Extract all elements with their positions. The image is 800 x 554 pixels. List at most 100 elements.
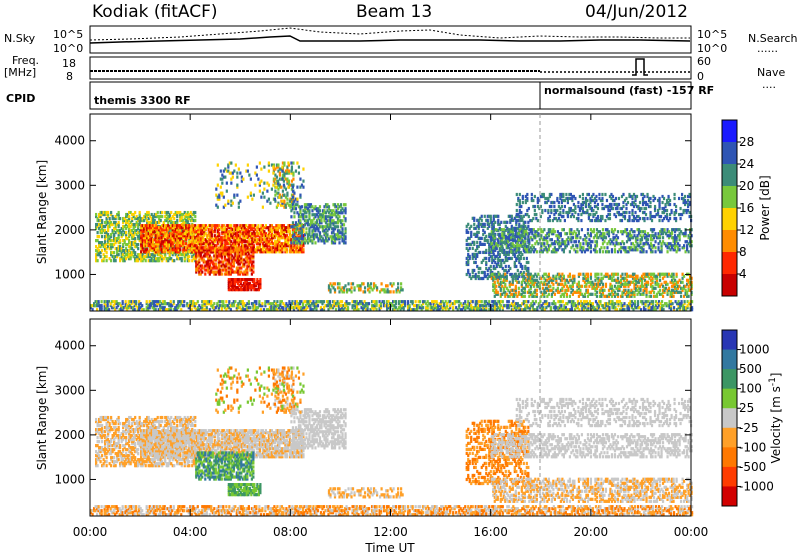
power-cell-3166 (192, 300, 195, 304)
power-cell-2462 (250, 284, 253, 288)
power-cell-749 (179, 210, 182, 215)
power-cell-1865 (276, 238, 280, 242)
power-cell-3247 (238, 306, 241, 310)
power-cell-652 (168, 218, 171, 223)
power-cell-2046 (302, 230, 305, 234)
power-cell-4630 (519, 264, 522, 269)
power-cell-2077 (199, 268, 202, 272)
power-cell-3049 (129, 300, 132, 304)
power-cell-693 (174, 241, 177, 245)
power-cell-4762 (510, 242, 513, 246)
power-cell-3158 (189, 302, 192, 306)
power-cell-3679 (464, 308, 467, 312)
power-cell-2917 (336, 221, 340, 225)
power-cell-1816 (269, 224, 272, 228)
power-cell-961 (149, 244, 152, 248)
power-cell-1441 (218, 238, 221, 242)
power-cell-3028 (120, 308, 123, 312)
power-cell-2811 (321, 211, 325, 215)
power-cell-1354 (204, 228, 207, 232)
power-cell-4923 (556, 230, 559, 234)
power-cell-1022 (156, 228, 159, 232)
power-cell-4010 (636, 306, 640, 310)
power-cell-31 (98, 226, 101, 231)
power-cell-4400 (491, 222, 494, 226)
power-cell-2851 (327, 225, 331, 229)
power-cell-4035 (650, 306, 653, 310)
power-cell-356 (137, 259, 140, 263)
power-cell-2109 (205, 262, 208, 266)
power-cell-4950 (565, 244, 568, 248)
power-cell-4757 (508, 230, 511, 234)
power-cell-2615 (291, 225, 295, 229)
power-cell-2692 (305, 227, 308, 231)
power-cell-2993 (100, 304, 103, 308)
power-cell-4860 (540, 242, 543, 246)
power-cell-1569 (234, 228, 237, 232)
power-cell-1156 (176, 228, 179, 232)
power-cell-4234 (470, 232, 473, 236)
power-cell-3563 (401, 306, 404, 310)
power-cell-3463 (346, 306, 350, 310)
power-cell-2974 (90, 304, 93, 308)
power-cell-1777 (264, 248, 267, 252)
power-cell-1740 (258, 232, 261, 236)
power-cell-71 (102, 210, 105, 215)
power-cell-1984 (293, 228, 296, 232)
power-cell-274 (128, 253, 131, 257)
power-cell-188 (117, 241, 120, 245)
power-cell-4586 (515, 256, 518, 261)
power-cell-2500 (274, 189, 277, 193)
power-cell-4445 (497, 260, 500, 265)
power-cell-3193 (205, 300, 208, 304)
power-cell-3651 (444, 300, 447, 304)
power-cell-3904 (581, 306, 584, 310)
power-cell-1015 (156, 242, 159, 246)
power-cell-2102 (204, 260, 207, 264)
power-cell-4471 (498, 222, 501, 226)
power-cell-4656 (522, 270, 525, 275)
power-cell-4074 (671, 302, 674, 306)
power-cell-2170 (216, 256, 219, 260)
power-cell-2414 (235, 286, 238, 290)
power-cell-2552 (283, 171, 286, 175)
power-cell-1424 (215, 226, 218, 230)
power-cell-3230 (228, 306, 231, 310)
power-cell-2335 (244, 268, 247, 272)
power-cell-1814 (269, 228, 272, 232)
power-cell-2996 (103, 306, 106, 310)
power-cell-4320 (483, 274, 486, 279)
power-cell-1644 (245, 236, 248, 240)
power-cell-2286 (235, 250, 238, 254)
power-cell-643 (168, 253, 171, 257)
power-cell-198 (117, 214, 120, 219)
power-cell-3936 (596, 306, 599, 310)
power-cell-2565 (286, 191, 289, 195)
power-cell-966 (149, 232, 152, 236)
power-cell-1341 (203, 234, 206, 238)
power-cell-4596 (515, 222, 518, 226)
power-cell-4233 (470, 234, 473, 238)
power-cell-4877 (544, 238, 547, 242)
power-cell-996 (153, 238, 156, 242)
power-cell-1485 (224, 234, 227, 238)
power-cell-3953 (605, 302, 608, 306)
power-cell-2434 (242, 288, 245, 292)
power-cell-1967 (291, 248, 295, 252)
power-cell-1471 (222, 238, 225, 242)
power-cell-1754 (261, 250, 264, 254)
power-cell-2691 (305, 231, 308, 235)
power-cell-2018 (299, 248, 302, 252)
power-cell-1318 (200, 236, 203, 240)
power-cell-1046 (161, 240, 164, 244)
power-cell-751 (180, 257, 183, 261)
power-cell-409 (141, 218, 144, 223)
power-cell-1545 (231, 228, 234, 232)
power-cell-1391 (210, 236, 213, 240)
power-cell-3009 (108, 308, 111, 312)
power-cell-1090 (167, 244, 170, 248)
power-cell-1566 (234, 236, 237, 240)
power-cell-4028 (647, 306, 650, 310)
power-cell-381 (138, 218, 141, 223)
power-cell-3921 (587, 302, 590, 306)
